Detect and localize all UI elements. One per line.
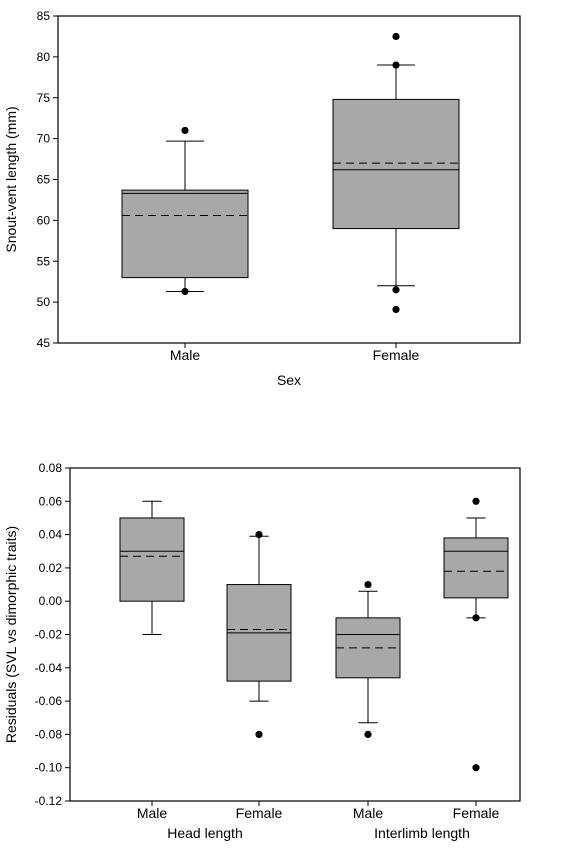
- outlier-point: [392, 305, 400, 314]
- box-plot: [121, 126, 249, 348]
- y-tick-label: 45: [37, 336, 51, 350]
- x-category-label: Female: [373, 347, 420, 363]
- residuals-chart: -0.12 -0.10 -0.08 -0.06 -0.04 -0.02 0.00 0.02 0.…: [3, 461, 521, 841]
- y-axis-label: Residuals (SVL vs dimorphic traits): [3, 526, 19, 743]
- y-tick-label: 0.08: [39, 461, 63, 475]
- y-tick-label: -0.12: [35, 794, 63, 808]
- x-category-label: Female: [236, 805, 283, 821]
- y-tick-label: 65: [37, 173, 51, 187]
- y-tick-label: 50: [37, 295, 51, 309]
- x-group-label: Head length: [167, 825, 243, 841]
- box-plot: [335, 580, 401, 806]
- outlier-point: [472, 497, 480, 505]
- box-plot: [332, 32, 460, 348]
- outlier-point: [364, 730, 372, 739]
- interquartile-box: [332, 98, 460, 230]
- y-tick-label: -0.10: [35, 761, 63, 775]
- y-axis-label: Snout-vent length (mm): [3, 106, 19, 252]
- outlier-point: [392, 286, 400, 294]
- interquartile-box: [121, 189, 249, 279]
- y-tick-label: 70: [37, 132, 51, 146]
- box-plot: [443, 497, 509, 806]
- outlier-point: [181, 126, 189, 135]
- interquartile-box: [443, 537, 509, 599]
- snout-vent-length-chart: 45 50 55 60 65 70 75 80 85 Snout-vent length (mm)…: [3, 9, 521, 388]
- box-plot: [119, 500, 185, 806]
- y-tick-label: 0.00: [39, 594, 63, 608]
- interquartile-box: [119, 517, 185, 602]
- outlier-point: [255, 730, 263, 739]
- y-tick-label: 0.04: [39, 528, 63, 542]
- y-tick-label: -0.04: [35, 661, 63, 675]
- y-tick-label: 60: [37, 213, 51, 227]
- y-tick-label: 75: [37, 91, 51, 105]
- outlier-point: [392, 32, 400, 41]
- outlier-point: [472, 614, 480, 622]
- y-tick-label: 55: [37, 254, 51, 268]
- y-tick-label: 80: [37, 50, 51, 64]
- outlier-point: [472, 764, 480, 772]
- y-tick-label: -0.06: [35, 694, 63, 708]
- x-axis-label: Sex: [277, 372, 301, 388]
- y-tick-label: 0.02: [39, 561, 63, 575]
- x-category-label: Female: [453, 805, 500, 821]
- outlier-point: [181, 287, 189, 296]
- y-tick-label: -0.08: [35, 727, 63, 741]
- x-category-label: Male: [353, 805, 384, 821]
- box-plot: [226, 531, 292, 806]
- x-category-label: Male: [137, 805, 168, 821]
- outlier-point: [364, 580, 372, 589]
- outlier-point: [392, 61, 400, 69]
- outlier-point: [255, 531, 263, 539]
- y-tick-label: 0.06: [39, 494, 63, 508]
- y-tick-label: 85: [37, 9, 51, 23]
- y-tick-label: -0.02: [35, 628, 63, 642]
- x-group-label: Interlimb length: [374, 825, 470, 841]
- x-category-label: Male: [170, 347, 201, 363]
